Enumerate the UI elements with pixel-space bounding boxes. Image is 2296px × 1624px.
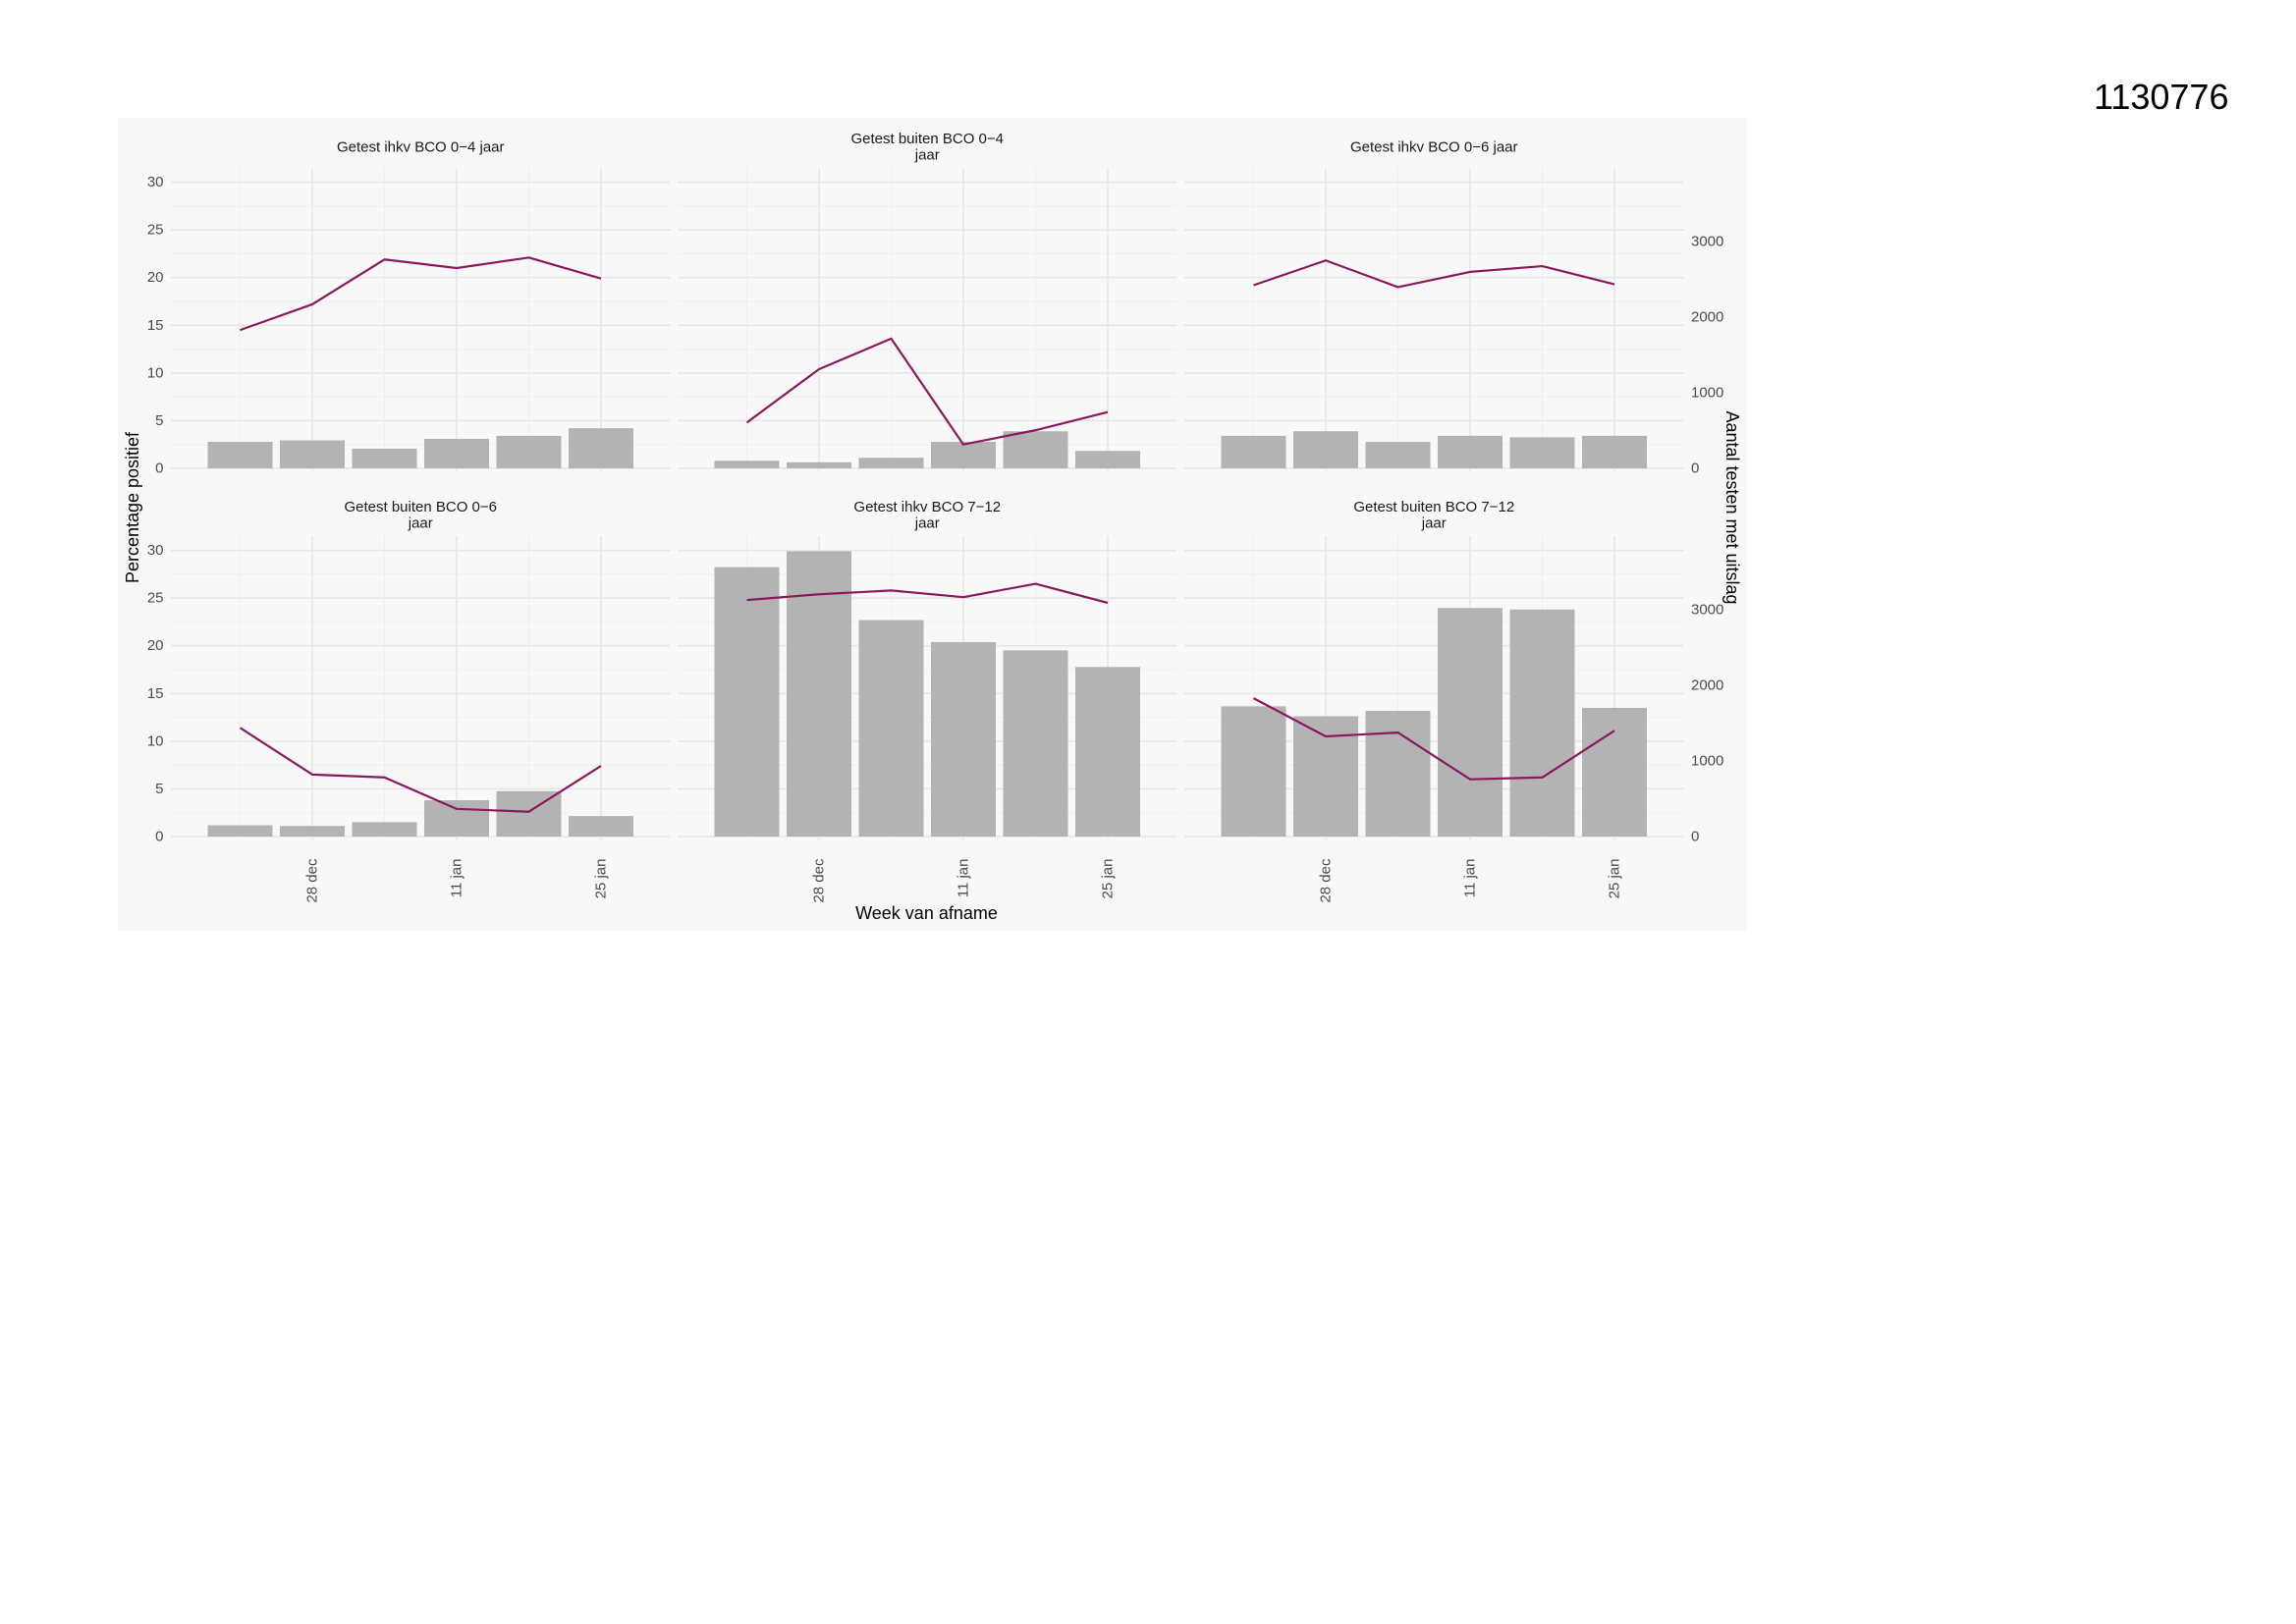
y-tick-label: 20 (147, 269, 164, 286)
y-tick-label: 15 (147, 685, 164, 702)
count-bar (858, 458, 924, 468)
y2-tick-label: 0 (1691, 829, 1699, 845)
count-bar (1582, 435, 1647, 468)
count-bar (931, 641, 996, 837)
faceted-chart: Getest ihkv BCO 0−4 jaar Getest buiten BC… (118, 118, 1747, 931)
x-tick-label: 25 jan (1100, 859, 1117, 899)
y2-tick-label: 3000 (1691, 601, 1723, 618)
count-bar (1075, 451, 1140, 468)
x-tick-label: 11 jan (956, 859, 972, 898)
count-bar (787, 551, 851, 837)
document-number: 1130776 (2094, 77, 2229, 117)
y2-tick-label: 1000 (1691, 384, 1723, 401)
count-bar (352, 448, 417, 468)
count-bar (858, 620, 924, 837)
y-tick-label: 5 (155, 412, 163, 429)
count-bar (1509, 437, 1575, 468)
count-bar (1221, 706, 1286, 837)
y2-tick-label: 2000 (1691, 308, 1723, 325)
count-bar (714, 460, 780, 468)
count-bar (569, 816, 633, 837)
count-bar (424, 800, 489, 837)
count-bar (1003, 650, 1068, 837)
y-tick-label: 10 (147, 732, 164, 749)
x-tick-label: 28 dec (811, 858, 828, 903)
y-tick-label: 5 (155, 781, 163, 797)
panel-title: Getest buiten BCO 0−6 (344, 499, 497, 515)
y-tick-label: 15 (147, 317, 164, 334)
y-tick-label: 30 (147, 174, 164, 190)
axes-layer: 0 5 10 15 20 25 30 0 1000 2000 3000 0 5 10 15 20 25 30 28 … (147, 174, 1724, 902)
x-tick-label: 25 jan (1607, 859, 1623, 899)
count-bar (424, 438, 489, 468)
count-bar (931, 442, 996, 468)
percentage-line (1253, 259, 1615, 289)
count-bar (207, 825, 273, 837)
count-bar (280, 440, 345, 468)
percentage-line (746, 582, 1109, 605)
count-bar (496, 435, 562, 468)
y2-tick-label: 3000 (1691, 233, 1723, 249)
percentage-line (240, 256, 602, 332)
y-tick-label: 20 (147, 637, 164, 654)
panel-title: jaar (408, 515, 433, 532)
panel-title: Getest buiten BCO 7−12 (1353, 499, 1514, 515)
y2-tick-label: 0 (1691, 460, 1699, 477)
y-tick-label: 0 (155, 460, 163, 477)
y-axis-title-right: Aantal testen met uitslag (1722, 410, 1742, 604)
count-bar (569, 428, 633, 468)
y-tick-label: 25 (147, 222, 164, 239)
percentage-line (1252, 697, 1615, 781)
count-bar (1075, 667, 1140, 837)
percentage-line (239, 727, 602, 813)
x-tick-label: 11 jan (1462, 859, 1479, 898)
count-bar (207, 442, 273, 468)
y-tick-label: 0 (155, 829, 163, 845)
chart-canvas: Getest ihkv BCO 0−4 jaar Getest buiten BC… (123, 131, 1742, 923)
count-bar (280, 826, 345, 837)
panel-title: Getest ihkv BCO 0−6 jaar (1350, 139, 1518, 156)
count-bar (1365, 442, 1431, 468)
count-bar (787, 461, 851, 468)
y-tick-label: 25 (147, 590, 164, 607)
panel-title: Getest buiten BCO 0−4 (850, 131, 1004, 147)
count-bar (1365, 711, 1431, 837)
count-bar (1293, 431, 1358, 468)
chart-panel: Getest ihkv BCO 0−4 jaar (171, 139, 671, 471)
x-axis-title: Week van afname (855, 903, 998, 923)
count-bar (1003, 431, 1068, 468)
y-tick-label: 10 (147, 364, 164, 381)
panel-title: Getest ihkv BCO 0−4 jaar (337, 139, 505, 156)
panels-layer: Getest ihkv BCO 0−4 jaar Getest buiten BC… (171, 131, 1684, 839)
y2-tick-label: 2000 (1691, 677, 1723, 693)
count-bar (1221, 435, 1286, 468)
panel-title: jaar (914, 147, 940, 164)
x-tick-label: 25 jan (593, 859, 610, 899)
count-bar (1438, 435, 1503, 468)
count-bar (1438, 608, 1503, 837)
panel-title: jaar (914, 515, 940, 532)
count-bar (1509, 609, 1575, 837)
count-bar (1582, 707, 1647, 837)
x-tick-label: 28 dec (1318, 858, 1335, 903)
panel-title: jaar (1421, 515, 1447, 532)
panel-title: Getest ihkv BCO 7−12 (853, 499, 1001, 515)
count-bar (352, 822, 417, 837)
y-tick-label: 30 (147, 542, 164, 559)
x-tick-label: 28 dec (304, 858, 321, 903)
x-tick-label: 11 jan (449, 859, 465, 898)
y-axis-title-left: Percentage positief (123, 431, 142, 583)
percentage-line (745, 337, 1109, 446)
y2-tick-label: 1000 (1691, 752, 1723, 769)
count-bar (714, 567, 780, 837)
chart-panel: Getest ihkv BCO 0−6 jaar (1184, 139, 1684, 471)
